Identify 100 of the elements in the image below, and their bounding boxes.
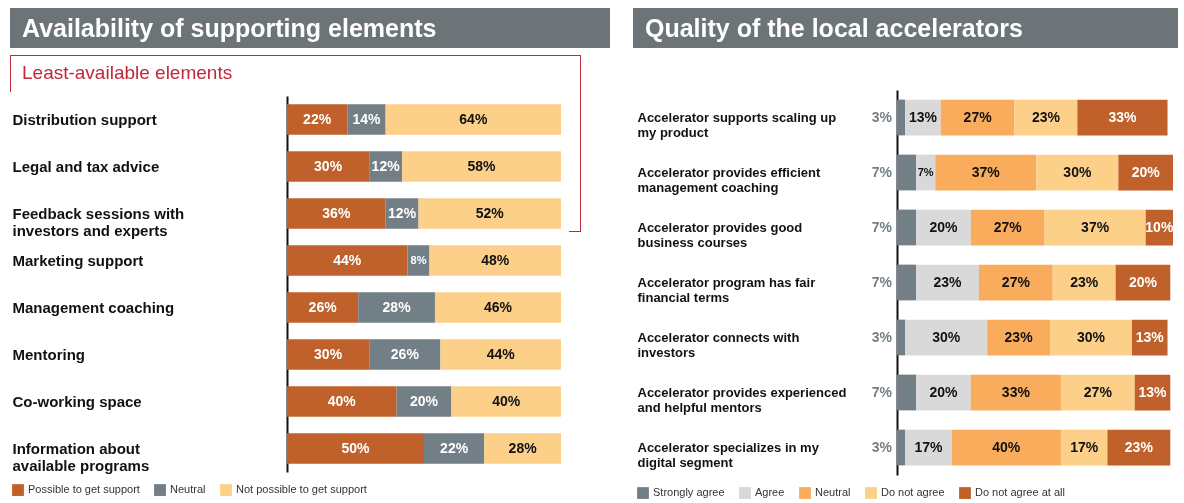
bar bbox=[440, 339, 561, 370]
data-label: 13% bbox=[908, 108, 938, 125]
bar bbox=[418, 198, 561, 229]
data-label: 3% bbox=[871, 108, 893, 125]
bar bbox=[1050, 319, 1133, 356]
data-label: 40% bbox=[327, 392, 357, 409]
bar bbox=[1077, 99, 1168, 136]
y-tick-label: Accelerator provides efficient management coaching bbox=[637, 164, 821, 195]
bar bbox=[978, 264, 1053, 301]
data-label: 26% bbox=[390, 345, 420, 362]
data-label: 28% bbox=[382, 298, 412, 315]
bar bbox=[970, 209, 1045, 246]
data-label: 13% bbox=[1135, 328, 1165, 345]
bar bbox=[1036, 154, 1119, 191]
data-label: 22% bbox=[440, 439, 469, 456]
data-label: 12% bbox=[388, 204, 417, 221]
data-label: 7% bbox=[871, 273, 893, 290]
data-label: 20% bbox=[409, 392, 439, 409]
bar bbox=[434, 292, 561, 323]
data-label: 20% bbox=[1131, 163, 1161, 180]
bar bbox=[897, 429, 906, 466]
data-label: 30% bbox=[1063, 163, 1092, 180]
bar bbox=[451, 386, 561, 417]
data-label: 3% bbox=[871, 328, 893, 345]
legend-label: Do not agree at all bbox=[975, 486, 1065, 499]
bar bbox=[287, 339, 370, 370]
data-label: 14% bbox=[352, 110, 382, 127]
bar bbox=[897, 264, 917, 301]
bar bbox=[369, 339, 441, 370]
bar bbox=[287, 198, 386, 229]
data-label: 12% bbox=[371, 157, 401, 174]
data-label: 44% bbox=[333, 251, 362, 268]
data-label: 17% bbox=[1070, 438, 1099, 455]
data-label: 64% bbox=[459, 110, 488, 127]
data-label: 27% bbox=[993, 218, 1023, 235]
bar bbox=[385, 104, 561, 135]
data-label: 23% bbox=[1070, 273, 1099, 290]
data-label: 20% bbox=[1128, 273, 1158, 290]
data-label: 7% bbox=[917, 165, 934, 178]
data-label: 30% bbox=[1077, 328, 1106, 345]
bar bbox=[287, 433, 424, 464]
data-label: 23% bbox=[1031, 108, 1061, 125]
data-label: 13% bbox=[1138, 383, 1168, 400]
bar bbox=[484, 433, 561, 464]
bar bbox=[905, 319, 988, 356]
y-tick-label: Legal and tax advice bbox=[12, 157, 160, 175]
bar bbox=[897, 319, 906, 356]
data-label: 27% bbox=[963, 108, 993, 125]
bar bbox=[897, 99, 906, 136]
data-label: 50% bbox=[341, 439, 371, 456]
bar bbox=[287, 386, 397, 417]
data-label: 44% bbox=[486, 345, 516, 362]
data-label: 23% bbox=[1004, 328, 1034, 345]
data-label: 36% bbox=[322, 204, 351, 221]
legend-label: Do not agree bbox=[881, 486, 945, 499]
bar bbox=[935, 154, 1037, 191]
bar bbox=[1044, 209, 1146, 246]
y-tick-label: Management coaching bbox=[12, 298, 175, 316]
bar bbox=[897, 209, 917, 246]
bar bbox=[940, 99, 1015, 136]
data-label: 28% bbox=[508, 439, 538, 456]
data-label: 26% bbox=[308, 298, 338, 315]
data-label: 7% bbox=[871, 163, 893, 180]
data-label: 20% bbox=[929, 383, 959, 400]
y-tick-label: Marketing support bbox=[12, 251, 144, 269]
bar bbox=[1060, 374, 1135, 411]
y-tick-label: Feedback sessions with investors and experts bbox=[12, 204, 185, 239]
data-label: 10% bbox=[1145, 218, 1174, 235]
data-label: 37% bbox=[1081, 218, 1110, 235]
data-label: 27% bbox=[1083, 383, 1113, 400]
legend-label: Strongly agree bbox=[653, 486, 725, 499]
chart-title: Quality of the local accelerators bbox=[633, 8, 1178, 48]
y-tick-label: Mentoring bbox=[12, 345, 85, 363]
data-label: 23% bbox=[933, 273, 963, 290]
bar bbox=[287, 151, 370, 182]
data-label: 30% bbox=[314, 157, 343, 174]
bar bbox=[970, 374, 1061, 411]
bar bbox=[358, 292, 435, 323]
bar bbox=[951, 429, 1061, 466]
legend-label: Not possible to get support bbox=[236, 483, 367, 496]
y-tick-label: Accelerator specializes in my digital segment bbox=[637, 439, 820, 470]
y-tick-label: Accelerator supports scaling up my product bbox=[637, 109, 837, 140]
data-label: 46% bbox=[483, 298, 513, 315]
y-tick-label: Information about available programs bbox=[12, 439, 150, 474]
y-tick-label: Distribution support bbox=[12, 110, 157, 128]
bar bbox=[429, 245, 561, 276]
data-label: 23% bbox=[1124, 438, 1154, 455]
bar bbox=[897, 154, 917, 191]
data-label: 33% bbox=[1001, 383, 1031, 400]
legend-label: Agree bbox=[755, 486, 785, 499]
legend-label: Neutral bbox=[815, 486, 851, 499]
bar bbox=[287, 292, 359, 323]
data-label: 7% bbox=[871, 218, 893, 235]
chart-title: Availability of supporting elements bbox=[10, 8, 610, 48]
data-label: 58% bbox=[467, 157, 497, 174]
y-tick-label: Accelerator provides good business courses bbox=[637, 219, 803, 250]
y-tick-label: Accelerator program has fair financial terms bbox=[637, 274, 816, 305]
data-label: 40% bbox=[492, 392, 521, 409]
data-label: 37% bbox=[971, 163, 1001, 180]
y-tick-label: Co-working space bbox=[12, 392, 142, 410]
